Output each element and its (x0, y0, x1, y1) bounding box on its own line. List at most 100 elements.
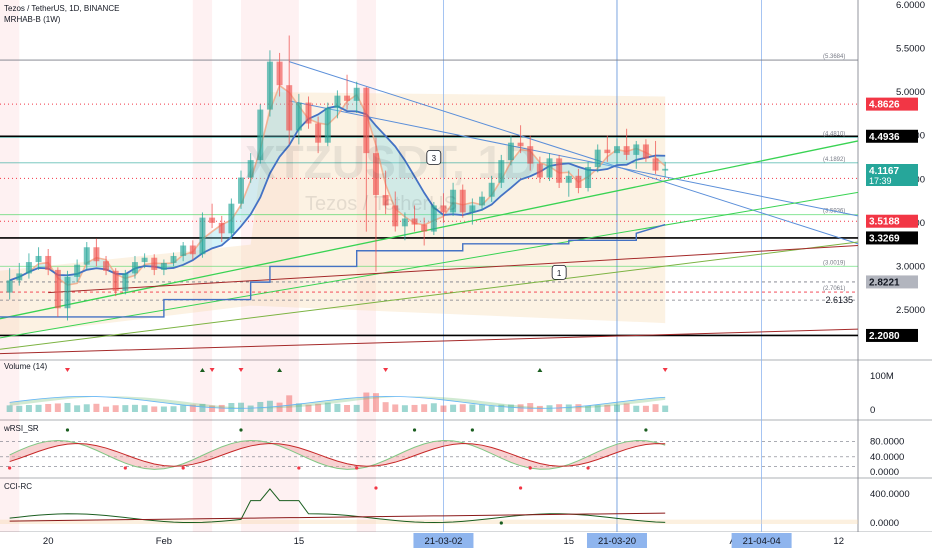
price-pane[interactable]: (5.3684) (4.4810) (4.1892) (3.5936) (3.0019)… (0, 35, 859, 355)
wrsi-pane[interactable] (0, 428, 858, 470)
volume-bar (411, 404, 418, 412)
candle-body (305, 102, 312, 124)
volume-bar (421, 404, 428, 412)
level-label: (5.3684) (823, 54, 845, 60)
wrsi-signal-line (9, 442, 666, 467)
candle-body (131, 262, 138, 274)
volume-bar (344, 404, 351, 412)
volume-bar (614, 404, 620, 412)
candle (614, 139, 620, 164)
wrsi-signal-marker (355, 466, 359, 470)
candle-body (25, 262, 32, 274)
trend-line (0, 328, 859, 355)
candle (315, 116, 322, 154)
candle-body (74, 264, 81, 277)
volume-bar (6, 405, 13, 412)
candle-body (54, 269, 61, 309)
candle (122, 269, 129, 295)
candle-body (16, 273, 23, 281)
candle-body (565, 175, 572, 183)
volume-bar (112, 405, 119, 412)
candle (170, 252, 177, 267)
candle (83, 242, 90, 270)
cci-signal-line (9, 512, 666, 522)
volume-bar (151, 406, 158, 412)
volume-buy-marker (199, 368, 205, 372)
candle (151, 254, 158, 276)
cci-buy-marker (499, 521, 503, 525)
candle-body (83, 247, 90, 265)
candle (430, 201, 437, 236)
volume-bar (575, 404, 582, 412)
candle (662, 161, 669, 178)
price-tag-box (866, 231, 918, 245)
candle-body (286, 85, 293, 131)
candle (517, 125, 524, 154)
last-price-value: 4.1167 (869, 166, 899, 177)
candle-body (604, 149, 611, 154)
candle (642, 139, 649, 162)
candle-body (93, 247, 100, 262)
candle-body (180, 245, 187, 256)
annotation-box (551, 264, 567, 280)
support-step-line (0, 223, 666, 318)
candle-body (122, 273, 129, 291)
candle-body (527, 146, 534, 164)
level-label: (4.4810) (823, 131, 845, 137)
candle-body (623, 146, 630, 155)
candle (459, 184, 466, 218)
volume-bar (488, 405, 495, 412)
candle-body (344, 95, 351, 101)
candle-body (421, 224, 428, 232)
candle (112, 268, 119, 297)
last-price-countdown: 17:39 (869, 176, 892, 186)
volume-bar (228, 403, 235, 412)
volume-bar (83, 404, 90, 412)
candle-body (45, 255, 52, 270)
volume-bar (372, 393, 379, 412)
candle (479, 191, 486, 211)
wrsi-tick-label: 80.0000 (870, 437, 904, 448)
volume-bar (295, 403, 302, 412)
candle-body (450, 189, 457, 213)
annotation-text: 3 (432, 154, 437, 163)
candle (604, 135, 611, 162)
candle (257, 104, 264, 164)
candle (353, 81, 360, 114)
volume-bar (103, 406, 110, 412)
candle-body (64, 276, 71, 309)
candle-body (662, 168, 669, 171)
level-label: (3.5936) (823, 209, 845, 215)
candle (527, 135, 534, 171)
price-tag-label: 2.2080 (869, 331, 900, 342)
wrsi-line (9, 439, 666, 470)
volume-bar (440, 405, 447, 412)
candle-body (141, 257, 148, 263)
candle-body (546, 158, 553, 178)
wave-annotation: 1 (551, 264, 567, 280)
candle-body (372, 153, 379, 195)
volume-bar (209, 405, 216, 412)
volume-bar (247, 405, 254, 412)
cci-pane[interactable] (0, 486, 858, 525)
candle (450, 182, 457, 216)
candle (498, 154, 505, 188)
candle-body (536, 163, 543, 178)
price-tag-box (866, 275, 918, 289)
wrsi-signal-marker (8, 466, 12, 470)
volume-bar (623, 403, 630, 412)
time-tick-label: Feb (156, 536, 172, 547)
volume-bar (238, 402, 244, 412)
volume-sell-marker (662, 368, 668, 372)
volume-pane[interactable] (6, 368, 669, 412)
candle-body (401, 218, 408, 227)
candle-body (363, 87, 370, 154)
candle-body (324, 107, 331, 143)
volume-bar (93, 403, 100, 412)
candle (6, 268, 13, 300)
candle (440, 193, 447, 223)
price-tag-box (866, 214, 918, 228)
candle (228, 198, 235, 239)
